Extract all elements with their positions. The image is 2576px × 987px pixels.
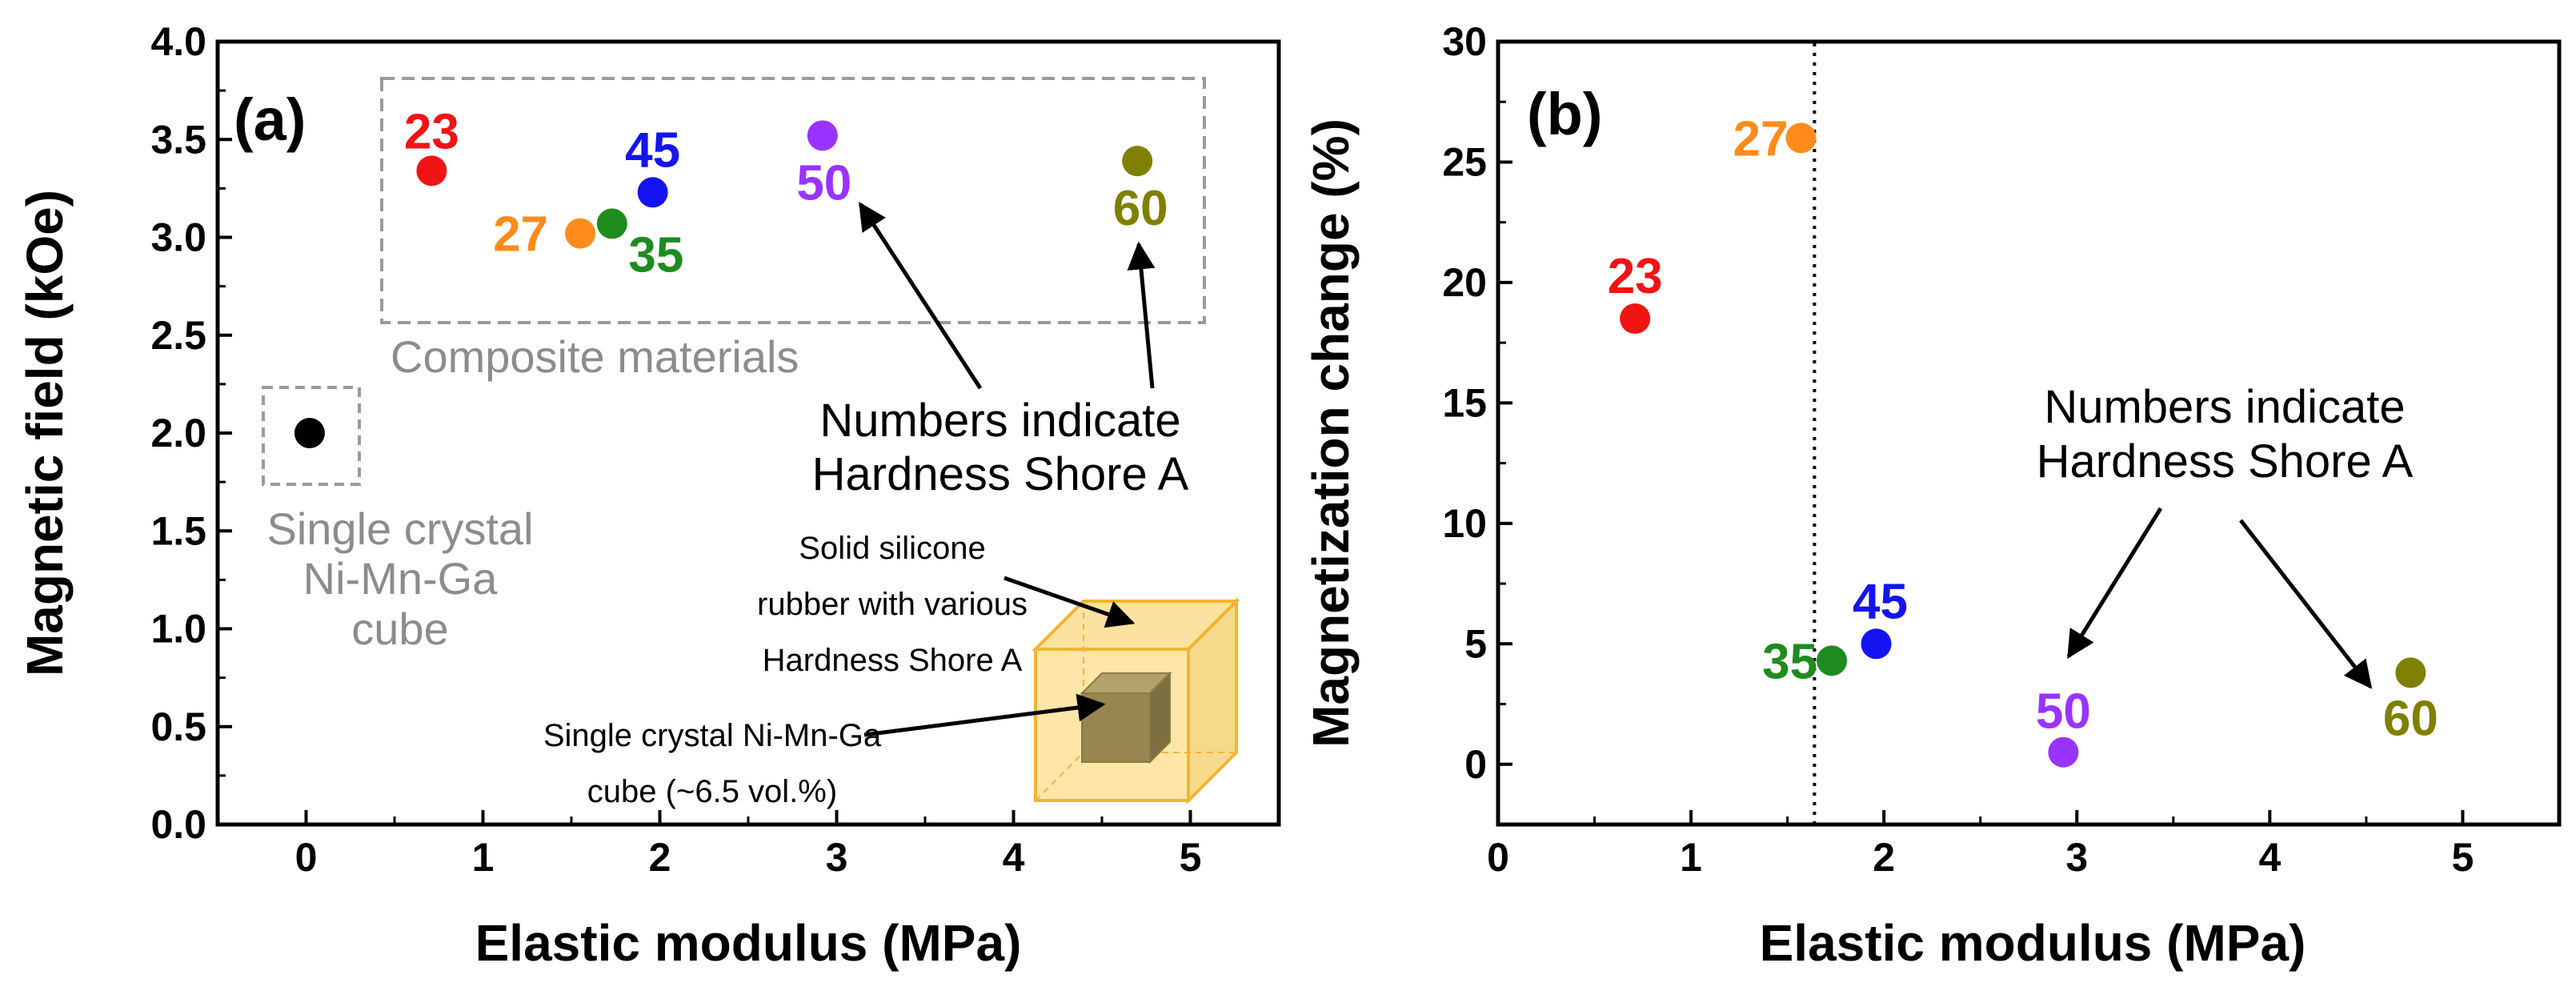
x-tick-label: 5 — [2452, 835, 2474, 880]
arrow-to-60-a — [1127, 241, 1156, 389]
rubber-note-line3: Hardness Shore A — [763, 643, 1023, 678]
numbers-note-a-line1: Numbers indicate — [819, 395, 1180, 447]
data-point-50 — [807, 120, 838, 151]
y-tick-label: 30 — [1442, 19, 1487, 64]
panel-label-b: (b) — [1527, 81, 1603, 147]
x-tick-label: 3 — [826, 835, 848, 880]
data-point-60 — [1122, 146, 1153, 177]
data-point-27 — [1785, 122, 1817, 154]
x-tick-label: 0 — [295, 835, 318, 880]
crystal-cube-front — [1081, 692, 1151, 763]
numbers-note-a-line2: Hardness Shore A — [812, 448, 1189, 500]
y-tick-label: 10 — [1442, 501, 1487, 546]
panel-b: (b) Elastic modulus (MPa) Magnetization … — [1302, 19, 2562, 972]
data-point-23 — [1620, 303, 1651, 335]
data-point-50 — [2048, 736, 2079, 768]
x-tick-label: 5 — [1180, 835, 1202, 880]
arrow-to-50-b — [2066, 507, 2163, 659]
point-label-60: 60 — [2383, 691, 2438, 746]
x-tick-label: 2 — [1873, 835, 1895, 880]
point-label-50: 50 — [2036, 684, 2091, 740]
point-label-35: 35 — [1762, 634, 1817, 689]
y-tick-label: 20 — [1442, 260, 1487, 305]
y-tick-label: 0.5 — [150, 704, 206, 749]
point-label-23: 23 — [404, 104, 459, 159]
arrow-to-60-b — [2239, 519, 2373, 689]
rubber-note-line1: Solid silicone — [799, 531, 985, 566]
point-label-50: 50 — [796, 155, 851, 211]
ticks-a: 0 1 2 3 4 50.00.51.01.52.02.53.03.54.0 — [150, 19, 1201, 880]
single-crystal-label-line1: Single crystal — [266, 504, 533, 554]
numbers-note-b-line2: Hardness Shore A — [2037, 435, 2414, 487]
y-tick-label: 1.0 — [150, 607, 206, 652]
x-tick-label: 2 — [649, 835, 671, 880]
y-tick-label: 5 — [1464, 621, 1487, 666]
composite-materials-label: Composite materials — [391, 331, 799, 382]
plot-frame-b — [1496, 39, 2562, 827]
y-axis-title-a: Magnetic field (kOe) — [16, 190, 74, 676]
y-tick-label: 0.0 — [150, 802, 206, 847]
x-tick-label: 4 — [2258, 835, 2281, 880]
x-tick-label: 0 — [1487, 835, 1509, 880]
arrow-to-crystal — [863, 693, 1106, 737]
point-label-45: 45 — [625, 122, 680, 178]
rubber-note-line2: rubber with various — [757, 587, 1028, 622]
point-label-27: 27 — [493, 207, 548, 263]
x-axis-title-a: Elastic modulus (MPa) — [475, 914, 1022, 972]
y-tick-label: 0 — [1464, 742, 1487, 787]
point-label-23: 23 — [1608, 249, 1663, 304]
x-tick-label: 1 — [1680, 835, 1702, 880]
point-label-60: 60 — [1113, 181, 1168, 236]
y-tick-label: 3.0 — [150, 215, 206, 260]
point-label-27: 27 — [1733, 111, 1789, 167]
data-point-45 — [1861, 628, 1892, 660]
rubber-cube-hidden-edge3 — [1035, 752, 1084, 801]
y-tick-label: 25 — [1442, 139, 1487, 184]
single-crystal-box — [262, 386, 361, 486]
single-crystal-label-line2: Ni-Mn-Ga — [303, 553, 499, 604]
numbers-note-b-line1: Numbers indicate — [2044, 381, 2405, 433]
arrow-to-rubber — [1004, 576, 1136, 628]
data-point-35 — [596, 208, 627, 239]
y-tick-label: 2.0 — [150, 411, 206, 455]
x-tick-label: 1 — [472, 835, 495, 880]
cube-note-line2: cube (~6.5 vol.%) — [587, 774, 837, 809]
data-point-27 — [565, 218, 596, 249]
points-a: 23 27 35 45 50 60 — [294, 104, 1168, 448]
y-axis-title-b: Magnetization change (%) — [1302, 118, 1360, 748]
y-tick-label: 1.5 — [150, 508, 206, 553]
points-b: 23 27 35 45 50 60 — [1608, 111, 2438, 768]
data-point-60 — [2395, 657, 2426, 688]
panel-a: (a) Elastic modulus (MPa) Magnetic field… — [16, 19, 1281, 972]
cube-schematic — [1032, 597, 1240, 804]
data-point-35 — [1817, 645, 1848, 676]
single-crystal-label-line3: cube — [351, 604, 448, 654]
point-label-35: 35 — [628, 227, 683, 283]
y-tick-label: 2.5 — [150, 313, 206, 358]
y-tick-label: 4.0 — [150, 19, 206, 64]
panel-label-a: (a) — [234, 86, 306, 153]
x-axis-title-b: Elastic modulus (MPa) — [1760, 914, 2306, 972]
cube-note-line1: Single crystal Ni-Mn-Ga — [543, 718, 882, 753]
composite-region-box — [380, 77, 1206, 324]
point-label-45: 45 — [1853, 574, 1908, 629]
y-tick-label: 3.5 — [150, 117, 206, 162]
data-point-45 — [637, 177, 668, 208]
data-point-23 — [416, 155, 447, 187]
data-point-single-crystal — [294, 418, 325, 448]
x-tick-label: 4 — [1003, 835, 1025, 880]
x-tick-label: 3 — [2065, 835, 2088, 880]
y-tick-label: 15 — [1442, 380, 1487, 425]
arrow-to-50-a — [858, 202, 983, 390]
